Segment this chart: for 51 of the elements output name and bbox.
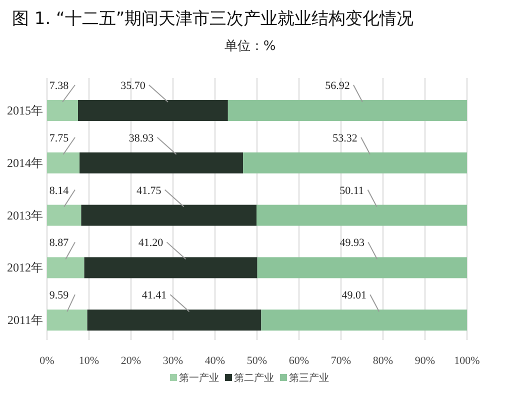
- x-tick-label: 0%: [40, 355, 54, 367]
- x-tick-label: 90%: [414, 355, 436, 367]
- x-tick-label: 40%: [204, 355, 226, 367]
- data-label: 38.93: [128, 132, 154, 144]
- bar: [47, 204, 82, 226]
- legend-label: 第三产业: [289, 372, 329, 384]
- legend-label: 第二产业: [234, 372, 274, 384]
- x-tick-label: 50%: [246, 355, 268, 367]
- x-tick-label: 80%: [372, 355, 394, 367]
- bar: [256, 204, 467, 226]
- chart-subtitle: 单位：%: [224, 39, 276, 54]
- data-label: 50.11: [340, 184, 364, 197]
- x-tick-label: 100%: [454, 355, 480, 367]
- x-tick-label: 70%: [330, 355, 352, 367]
- bar: [47, 257, 84, 278]
- bar: [47, 310, 88, 331]
- bar: [78, 100, 228, 121]
- y-tick-label: 2013年: [7, 208, 43, 222]
- bar: [243, 152, 467, 174]
- bar: [47, 100, 78, 121]
- data-label: 49.93: [340, 237, 366, 250]
- legend-label: 第一产业: [179, 372, 219, 384]
- chart-title: 图 1. “十二五”期间天津市三次产业就业结构变化情况: [12, 9, 414, 29]
- bar: [87, 310, 262, 331]
- x-tick-label: 10%: [78, 355, 100, 367]
- bar: [47, 152, 80, 174]
- data-label: 41.75: [136, 184, 162, 197]
- data-label: 49.01: [342, 290, 366, 302]
- data-label: 7.38: [49, 80, 70, 92]
- data-label: 7.75: [49, 132, 70, 144]
- data-label: 41.20: [138, 237, 164, 250]
- x-tick-label: 30%: [162, 355, 184, 367]
- data-label: 53.32: [332, 132, 358, 144]
- bar: [80, 152, 244, 174]
- bar: [84, 257, 258, 278]
- bar: [257, 257, 467, 278]
- y-tick-label: 2012年: [7, 260, 43, 275]
- data-label: 8.14: [49, 184, 70, 197]
- data-label: 56.92: [325, 80, 350, 92]
- y-tick-label: 2015年: [7, 103, 43, 118]
- x-tick-label: 20%: [120, 355, 142, 367]
- bar: [228, 100, 467, 121]
- data-label: 35.70: [120, 80, 146, 92]
- y-tick-label: 2014年: [7, 156, 43, 170]
- bar: [81, 204, 257, 226]
- data-label: 41.41: [142, 290, 167, 302]
- x-tick-label: 60%: [288, 355, 310, 367]
- data-label: 8.87: [49, 237, 70, 250]
- y-tick-label: 2011年: [7, 313, 43, 328]
- bar: [261, 310, 468, 331]
- data-label: 9.59: [49, 290, 70, 302]
